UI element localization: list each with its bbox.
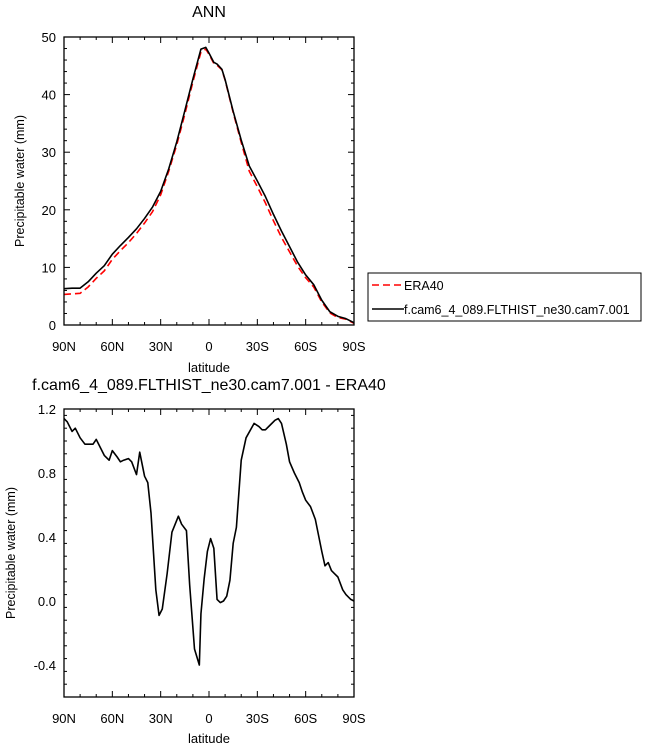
x-tick-label: 90N [52, 711, 76, 726]
x-tick-label: 90S [342, 711, 365, 726]
y-tick-label: 10 [42, 260, 56, 275]
x-tick-label: 30S [246, 711, 269, 726]
top-panel: ANN 90N 60N 30N 0 30S 60S 90S 0 10 20 30 40 50 latitud… [13, 4, 642, 375]
chart-title: f.cam6_4_089.FLTHIST_ne30.cam7.001 - ERA… [32, 377, 386, 394]
y-tick-label: 0.0 [38, 594, 56, 609]
y-tick-label: 40 [42, 88, 56, 103]
y-tick-label: 0.8 [38, 466, 56, 481]
x-tick-label: 60S [294, 711, 317, 726]
legend: ERA40 f.cam6_4_089.FLTHIST_ne30.cam7.001 [367, 272, 642, 322]
chart-title: ANN [192, 4, 226, 21]
x-tick-label: 0 [205, 711, 212, 726]
y-tick-label: 20 [42, 203, 56, 218]
y-axis-label: Precipitable water (mm) [4, 487, 18, 619]
y-tick-label: 1.2 [38, 402, 56, 417]
plot-frame [63, 408, 355, 698]
y-tick-label: -0.4 [34, 658, 56, 673]
x-tick-label: 90S [342, 339, 365, 354]
series-line-1 [63, 46, 355, 324]
x-tick-label: 30N [149, 711, 173, 726]
legend-box [367, 272, 642, 322]
y-tick-label: 0 [49, 318, 56, 333]
bottom-panel: f.cam6_4_089.FLTHIST_ne30.cam7.001 - ERA… [4, 377, 386, 746]
series-line-0 [63, 48, 355, 324]
legend-label: ERA40 [404, 279, 444, 293]
y-tick-label: 30 [42, 145, 56, 160]
x-tick-label: 0 [205, 339, 212, 354]
legend-label: f.cam6_4_089.FLTHIST_ne30.cam7.001 [404, 303, 630, 317]
x-tick-label: 30N [149, 339, 173, 354]
y-tick-label: 50 [42, 30, 56, 45]
x-axis-label: latitude [188, 360, 230, 375]
series-line-difference [63, 417, 355, 666]
x-tick-label: 60N [100, 711, 124, 726]
y-tick-label: 0.4 [38, 530, 56, 545]
x-axis-label: latitude [188, 731, 230, 746]
x-tick-label: 30S [246, 339, 269, 354]
x-tick-label: 60N [100, 339, 124, 354]
x-tick-label: 60S [294, 339, 317, 354]
y-axis-label: Precipitable water (mm) [13, 115, 27, 247]
x-tick-label: 90N [52, 339, 76, 354]
